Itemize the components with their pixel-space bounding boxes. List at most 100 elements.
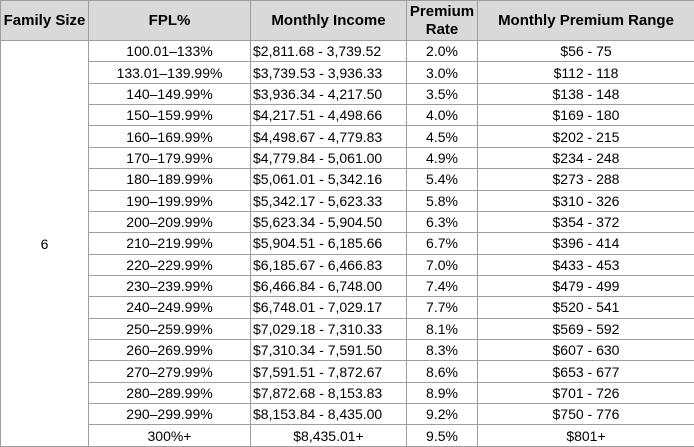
- cell-income: $5,061.01 - 5,342.16: [250, 168, 407, 191]
- cell-rate: 7.7%: [406, 296, 478, 319]
- cell-range: $653 - 677: [477, 360, 694, 383]
- table-row: 270–279.99% $7,591.51 - 7,872.67 8.6% $653 …: [1, 360, 694, 383]
- cell-fpl: 260–269.99%: [88, 339, 251, 362]
- cell-fpl: 150–159.99%: [88, 104, 251, 127]
- cell-rate: 5.4%: [406, 168, 478, 191]
- cell-range: $234 - 248: [477, 146, 694, 170]
- cell-fpl: 300%+: [88, 424, 251, 447]
- table-row: 240–249.99% $6,748.01 - 7,029.17 7.7% $520 …: [1, 296, 694, 319]
- cell-fpl: 200–209.99%: [88, 210, 251, 234]
- cell-rate: 6.3%: [406, 210, 478, 234]
- cell-range: $138 - 148: [477, 82, 694, 106]
- column-header-premium-rate: Premium Rate: [406, 0, 478, 41]
- cell-rate: 8.1%: [406, 317, 478, 341]
- cell-fpl: 100.01–133%: [88, 39, 251, 63]
- cell-range: $569 - 592: [477, 317, 694, 341]
- table-row: 190–199.99% $5,342.17 - 5,623.33 5.8% $310 …: [1, 189, 694, 212]
- table-row: 300%+ $8,435.01+ 9.5% $801+: [1, 424, 694, 447]
- cell-fpl: 230–239.99%: [88, 274, 251, 298]
- table-row: 140–149.99% $3,936.34 - 4,217.50 3.5% $138 …: [1, 82, 694, 106]
- cell-fpl: 133.01–139.99%: [88, 61, 251, 84]
- cell-range: $433 - 453: [477, 253, 694, 276]
- table-row: 260–269.99% $7,310.34 - 7,591.50 8.3% $607 …: [1, 339, 694, 362]
- cell-rate: 7.0%: [406, 253, 478, 276]
- table-row: 133.01–139.99% $3,739.53 - 3,936.33 3.0% $1…: [1, 61, 694, 84]
- cell-rate: 4.9%: [406, 146, 478, 170]
- cell-fpl: 140–149.99%: [88, 82, 251, 106]
- cell-rate: 3.5%: [406, 82, 478, 106]
- cell-range: $701 - 726: [477, 381, 694, 405]
- cell-income: $8,435.01+: [250, 424, 407, 447]
- cell-rate: 4.5%: [406, 125, 478, 148]
- cell-income: $8,153.84 - 8,435.00: [250, 403, 407, 426]
- cell-rate: 3.0%: [406, 61, 478, 84]
- table-row: 150–159.99% $4,217.51 - 4,498.66 4.0% $169 …: [1, 104, 694, 127]
- table-row: 250–259.99% $7,029.18 - 7,310.33 8.1% $569 …: [1, 317, 694, 341]
- cell-income: $7,872.68 - 8,153.83: [250, 381, 407, 405]
- cell-fpl: 160–169.99%: [88, 125, 251, 148]
- cell-income: $7,591.51 - 7,872.67: [250, 360, 407, 383]
- cell-range: $750 - 776: [477, 403, 694, 426]
- table-row: 170–179.99% $4,779.84 - 5,061.00 4.9% $234 …: [1, 146, 694, 170]
- cell-rate: 4.0%: [406, 104, 478, 127]
- cell-range: $801+: [477, 424, 694, 447]
- cell-rate: 2.0%: [406, 39, 478, 63]
- cell-range: $396 - 414: [477, 232, 694, 255]
- table-row: 210–219.99% $5,904.51 - 6,185.66 6.7% $396 …: [1, 232, 694, 255]
- cell-income: $5,904.51 - 6,185.66: [250, 232, 407, 255]
- family-size-cell: 6: [0, 40, 89, 447]
- cell-fpl: 190–199.99%: [88, 189, 251, 212]
- cell-rate: 8.9%: [406, 381, 478, 405]
- cell-range: $310 - 326: [477, 189, 694, 212]
- cell-range: $202 - 215: [477, 125, 694, 148]
- table-body: 6 100.01–133% $2,811.68 - 3,739.52 2.0% $56 …: [0, 39, 694, 447]
- cell-range: $273 - 288: [477, 168, 694, 191]
- cell-rate: 9.5%: [406, 424, 478, 447]
- cell-fpl: 170–179.99%: [88, 146, 251, 170]
- cell-fpl: 270–279.99%: [88, 360, 251, 383]
- header-row: Family Size FPL% Monthly Income Premium …: [0, 0, 694, 41]
- cell-rate: 8.6%: [406, 360, 478, 383]
- cell-fpl: 250–259.99%: [88, 317, 251, 341]
- cell-income: $5,623.34 - 5,904.50: [250, 210, 407, 234]
- cell-fpl: 220–229.99%: [88, 253, 251, 276]
- table-row: 280–289.99% $7,872.68 - 8,153.83 8.9% $701 …: [1, 381, 694, 405]
- cell-rate: 8.3%: [406, 339, 478, 362]
- cell-fpl: 210–219.99%: [88, 232, 251, 255]
- cell-rate: 6.7%: [406, 232, 478, 255]
- cell-range: $479 - 499: [477, 274, 694, 298]
- cell-rate: 9.2%: [406, 403, 478, 426]
- column-header-monthly-premium-range: Monthly Premium Range: [477, 0, 694, 41]
- column-header-monthly-income: Monthly Income: [250, 0, 407, 41]
- table-row: 160–169.99% $4,498.67 - 4,779.83 4.5% $202 …: [1, 125, 694, 148]
- table-row: 6 100.01–133% $2,811.68 - 3,739.52 2.0% $56 …: [0, 39, 694, 447]
- cell-fpl: 240–249.99%: [88, 296, 251, 319]
- cell-income: $3,739.53 - 3,936.33: [250, 61, 407, 84]
- cell-income: $4,779.84 - 5,061.00: [250, 146, 407, 170]
- cell-income: $4,217.51 - 4,498.66: [250, 104, 407, 127]
- cell-income: $2,811.68 - 3,739.52: [250, 39, 407, 63]
- table-row: 220–229.99% $6,185.67 - 6,466.83 7.0% $433 …: [1, 253, 694, 276]
- cell-income: $7,310.34 - 7,591.50: [250, 339, 407, 362]
- cell-range: $520 - 541: [477, 296, 694, 319]
- cell-range: $607 - 630: [477, 339, 694, 362]
- cell-income: $6,185.67 - 6,466.83: [250, 253, 407, 276]
- cell-fpl: 290–299.99%: [88, 403, 251, 426]
- column-header-family-size: Family Size: [0, 0, 89, 41]
- cell-income: $6,748.01 - 7,029.17: [250, 296, 407, 319]
- cell-range: $169 - 180: [477, 104, 694, 127]
- cell-range: $112 - 118: [477, 61, 694, 84]
- cell-income: $3,936.34 - 4,217.50: [250, 82, 407, 106]
- table-header: Family Size FPL% Monthly Income Premium …: [0, 0, 694, 41]
- cell-range: $354 - 372: [477, 210, 694, 234]
- table-row: 290–299.99% $8,153.84 - 8,435.00 9.2% $750 …: [1, 403, 694, 426]
- cell-income: $7,029.18 - 7,310.33: [250, 317, 407, 341]
- cell-rate: 7.4%: [406, 274, 478, 298]
- cell-fpl: 280–289.99%: [88, 381, 251, 405]
- cell-income: $4,498.67 - 4,779.83: [250, 125, 407, 148]
- cell-rate: 5.8%: [406, 189, 478, 212]
- table-row: 200–209.99% $5,623.34 - 5,904.50 6.3% $354 …: [1, 210, 694, 234]
- table-row: 230–239.99% $6,466.84 - 6,748.00 7.4% $479 …: [1, 274, 694, 298]
